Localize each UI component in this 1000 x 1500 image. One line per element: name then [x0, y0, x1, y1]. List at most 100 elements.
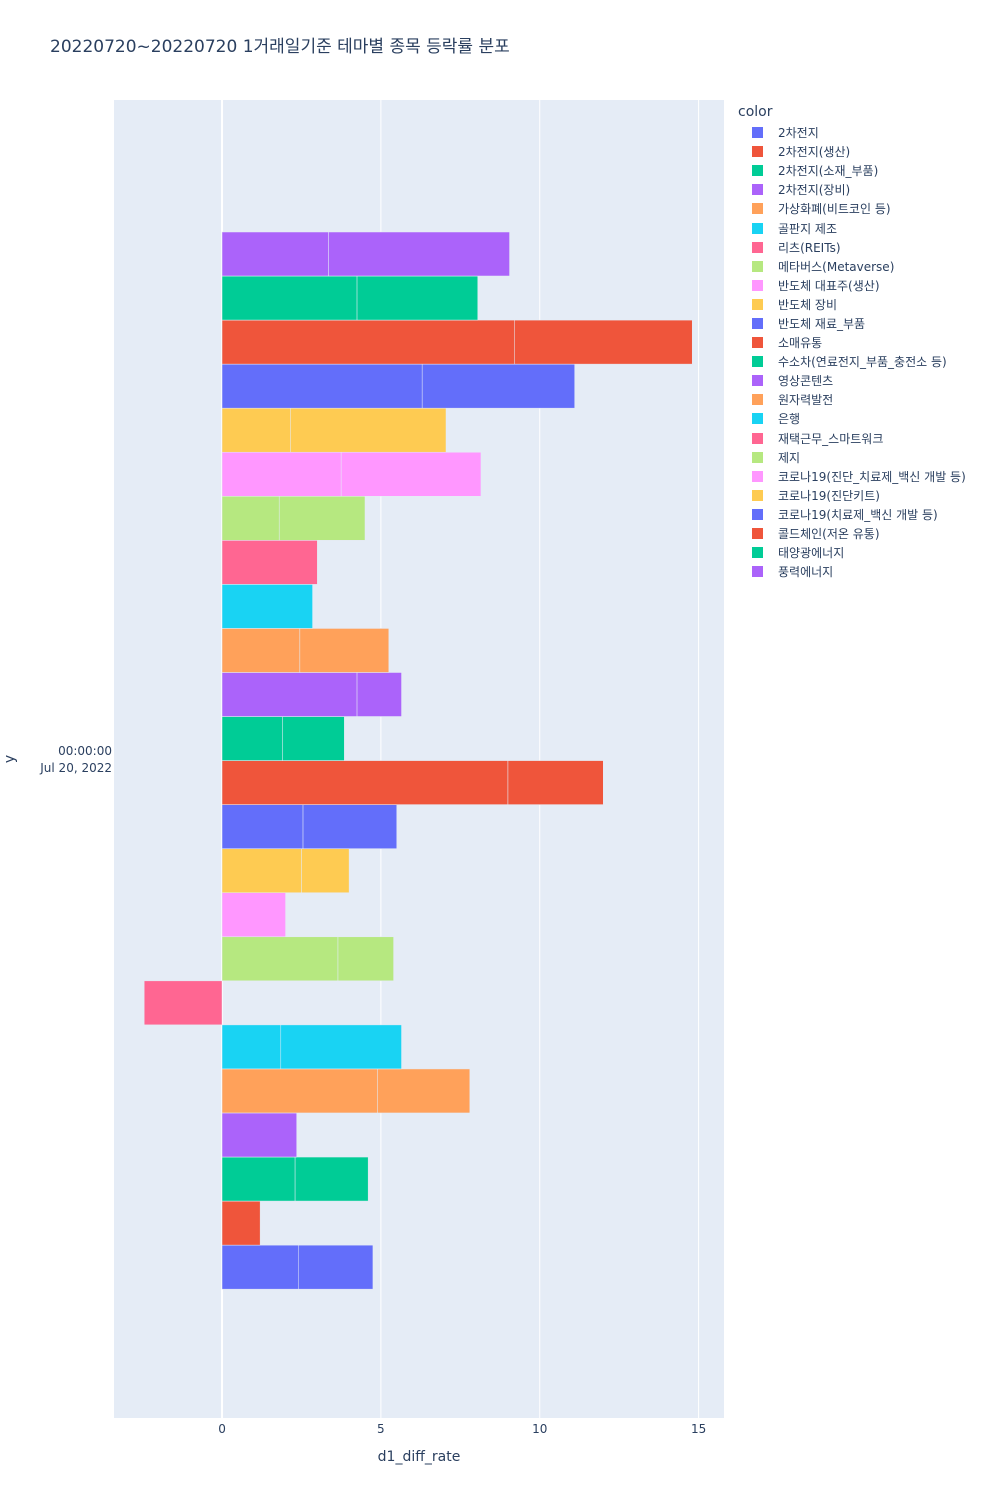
bar-segment[interactable] — [221, 496, 280, 541]
legend-label: 메타버스(Metaverse) — [778, 259, 895, 274]
legend-item[interactable]: 영상콘텐츠 — [738, 371, 966, 390]
legend-label: 제지 — [778, 450, 801, 465]
bar-segment[interactable] — [278, 496, 366, 541]
legend-swatch — [752, 394, 763, 406]
bar-segment[interactable] — [280, 1024, 402, 1070]
legend-item[interactable]: 은행 — [738, 409, 966, 428]
legend-label: 은행 — [778, 412, 801, 427]
legend-label: 원자력발전 — [778, 393, 834, 408]
legend-item[interactable]: 소매유통 — [738, 333, 966, 352]
legend-label: 2차전지 — [778, 126, 819, 141]
bar-segment[interactable] — [507, 760, 604, 805]
legend-item[interactable]: 태양광에너지 — [738, 543, 966, 562]
legend-title: color — [738, 104, 773, 120]
bar-segment[interactable] — [221, 672, 358, 717]
legend-item[interactable]: 2차전지(생산) — [738, 142, 966, 161]
bars-group — [143, 231, 693, 1290]
legend-item[interactable]: 반도체 장비 — [738, 295, 966, 314]
legend-item[interactable]: 원자력발전 — [738, 390, 966, 409]
legend-swatch — [752, 298, 763, 310]
legend-item[interactable]: 코로나19(진단키트) — [738, 486, 966, 505]
bar-segment[interactable] — [302, 804, 398, 849]
legend-swatch — [752, 337, 763, 349]
legend-swatch — [752, 528, 763, 540]
legend-item[interactable]: 반도체 재료_부품 — [738, 314, 966, 333]
legend-label: 2차전지(생산) — [778, 145, 851, 160]
bar-segment[interactable] — [221, 407, 291, 453]
bar-segment[interactable] — [221, 540, 318, 585]
legend-item[interactable]: 골판지 제조 — [738, 218, 966, 237]
legend-swatch — [752, 413, 763, 425]
legend-item[interactable]: 풍력에너지 — [738, 562, 966, 581]
bar-segment[interactable] — [221, 936, 339, 982]
bar-segment[interactable] — [340, 452, 482, 497]
bar-segment[interactable] — [299, 628, 390, 673]
bar-segment[interactable] — [221, 1024, 282, 1070]
bar-segment[interactable] — [221, 319, 515, 365]
bar-segment[interactable] — [337, 936, 394, 982]
bar-segment[interactable] — [221, 363, 423, 409]
bar-segment[interactable] — [221, 452, 342, 497]
bar-segment[interactable] — [221, 1112, 297, 1158]
bar-segment[interactable] — [221, 1244, 299, 1290]
bar-segment[interactable] — [377, 1068, 471, 1114]
bar-segment[interactable] — [221, 804, 304, 849]
legend-swatch — [752, 222, 763, 234]
legend-item[interactable]: 2차전지 — [738, 123, 966, 142]
legend-item[interactable]: 리츠(REITs) — [738, 238, 966, 257]
bar-segment[interactable] — [221, 1068, 378, 1114]
legend-swatch — [752, 165, 763, 177]
bar-segment[interactable] — [421, 363, 575, 409]
bar-segment[interactable] — [143, 980, 223, 1026]
legend-items: 2차전지 2차전지(생산) 2차전지(소재_부품) 2차전지(장비) 가상화폐(비트코인… — [738, 123, 966, 581]
y-tick-label-date: Jul 20, 2022 — [39, 761, 112, 775]
legend-item[interactable]: 가상화폐(비트코인 등) — [738, 199, 966, 218]
bar-segment[interactable] — [282, 716, 345, 761]
legend-label: 수소차(연료전지_부품_충전소 등) — [778, 355, 947, 370]
legend-label: 태양광에너지 — [778, 546, 845, 561]
legend-item[interactable]: 2차전지(장비) — [738, 180, 966, 199]
legend-item[interactable]: 코로나19(진단_치료제_백신 개발 등) — [738, 467, 966, 486]
bar-segment[interactable] — [514, 319, 693, 365]
legend-swatch — [752, 547, 763, 559]
bar-segment[interactable] — [221, 892, 286, 937]
bar-segment[interactable] — [290, 407, 447, 453]
legend-item[interactable]: 2차전지(소재_부품) — [738, 161, 966, 180]
x-tick-label: 0 — [218, 1422, 226, 1436]
y-axis-label: y — [2, 755, 18, 763]
chart-title: 20220720~20220720 1거래일기준 테마별 종목 등락률 분포 — [50, 37, 510, 57]
legend-item[interactable]: 콜드체인(저온 유통) — [738, 524, 966, 543]
legend-label: 재택근무_스마트워크 — [778, 431, 884, 446]
bar-segment[interactable] — [294, 1156, 369, 1202]
legend-item[interactable]: 수소차(연료전지_부품_충전소 등) — [738, 352, 966, 371]
legend-label: 콜드체인(저온 유통) — [778, 527, 880, 542]
x-tick-label: 15 — [691, 1422, 706, 1436]
legend-swatch — [752, 279, 763, 291]
legend-item[interactable]: 재택근무_스마트워크 — [738, 429, 966, 448]
legend-swatch — [752, 184, 763, 196]
bar-segment[interactable] — [221, 628, 301, 673]
bar-segment[interactable] — [221, 1200, 261, 1246]
legend-label: 반도체 장비 — [778, 297, 838, 312]
legend-label: 가상화폐(비트코인 등) — [778, 202, 891, 217]
legend-item[interactable]: 반도체 대표주(생산) — [738, 276, 966, 295]
bar-segment[interactable] — [356, 672, 402, 717]
bar-segment[interactable] — [221, 1156, 296, 1202]
legend-label: 소매유통 — [778, 336, 823, 351]
bar-segment[interactable] — [221, 716, 283, 761]
legend-swatch — [752, 432, 763, 444]
bar-segment[interactable] — [301, 848, 350, 893]
bar-segment[interactable] — [221, 275, 358, 321]
bar-segment[interactable] — [328, 231, 510, 277]
bar-segment[interactable] — [356, 275, 479, 321]
bar-segment[interactable] — [221, 848, 302, 893]
bar-segment[interactable] — [298, 1244, 374, 1290]
legend-item[interactable]: 메타버스(Metaverse) — [738, 257, 966, 276]
legend-swatch — [752, 375, 763, 387]
bar-segment[interactable] — [221, 231, 329, 277]
bar-segment[interactable] — [221, 760, 509, 805]
legend-item[interactable]: 제지 — [738, 448, 966, 467]
legend-item[interactable]: 코로나19(치료제_백신 개발 등) — [738, 505, 966, 524]
bar-segment[interactable] — [221, 584, 313, 629]
